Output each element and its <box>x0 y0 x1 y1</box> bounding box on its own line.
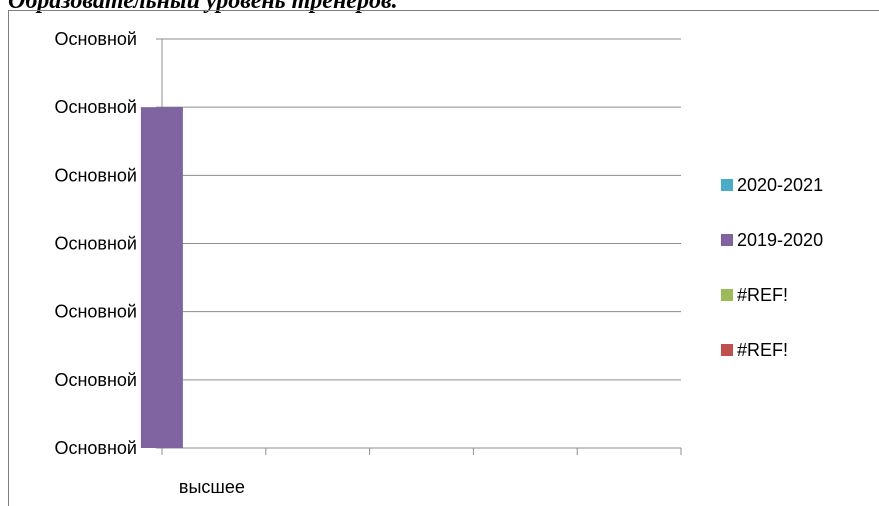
gridlines <box>162 38 681 381</box>
legend-label: #REF! <box>737 285 788 305</box>
legend-swatch <box>721 179 733 191</box>
axes <box>156 38 682 455</box>
legend: 2020-2021 2019-2020 #REF! #REF! <box>721 175 823 360</box>
legend-swatch <box>721 289 733 301</box>
legend-swatch <box>721 234 733 246</box>
y-tick-label: Основной <box>54 438 137 458</box>
y-tick-label: Основной <box>54 165 137 185</box>
bars <box>140 107 183 449</box>
chart-frame-top <box>8 10 879 11</box>
y-tick-label: Основной <box>54 370 137 390</box>
y-tick-labels: Основной Основной Основной Основной Основной… <box>54 29 137 458</box>
y-tick-label: Основной <box>54 29 137 49</box>
y-tick-label: Основной <box>54 97 137 117</box>
y-tick-label: Основной <box>54 234 137 254</box>
y-tick-label: Основной <box>54 302 137 322</box>
legend-label: #REF! <box>737 340 788 360</box>
x-tick-label: высшее <box>179 477 245 497</box>
legend-label: 2019-2020 <box>737 230 823 250</box>
chart-frame-left <box>8 10 9 506</box>
bar <box>140 107 183 449</box>
x-tick-labels: высшее <box>179 477 245 497</box>
legend-swatch <box>721 344 733 356</box>
legend-label: 2020-2021 <box>737 175 823 195</box>
